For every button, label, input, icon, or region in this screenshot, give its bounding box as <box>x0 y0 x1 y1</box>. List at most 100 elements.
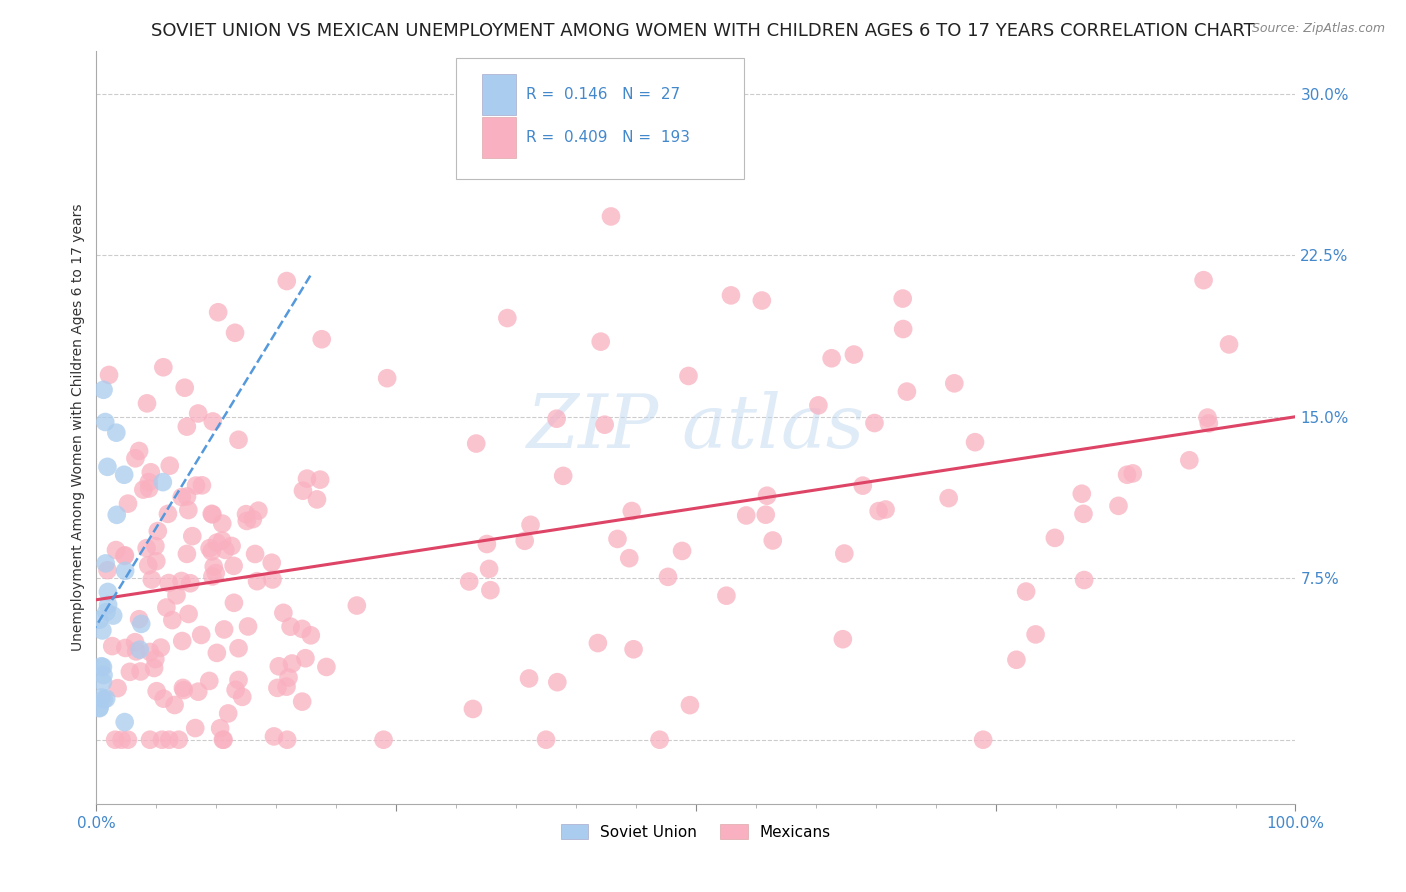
Point <box>167 732 190 747</box>
Point <box>90 659 112 673</box>
Point <box>1073 507 1095 521</box>
Point <box>221 539 243 553</box>
Point <box>235 507 257 521</box>
Point <box>280 620 302 634</box>
Point <box>600 210 623 224</box>
Point <box>141 573 163 587</box>
Point <box>176 419 198 434</box>
Point <box>159 458 181 473</box>
Point <box>276 274 298 288</box>
Point <box>91 660 114 674</box>
Point <box>586 636 609 650</box>
Point <box>211 533 233 548</box>
Point <box>97 598 120 612</box>
Point <box>716 589 738 603</box>
Point <box>1070 487 1092 501</box>
Point <box>201 508 224 522</box>
Point <box>1116 467 1139 482</box>
Point <box>91 675 114 690</box>
Point <box>176 547 198 561</box>
Point <box>671 544 693 558</box>
Point <box>831 632 853 647</box>
Point <box>177 503 200 517</box>
Point <box>138 475 160 489</box>
Point <box>1198 417 1220 431</box>
Text: R =  0.409   N =  193: R = 0.409 N = 193 <box>526 130 689 145</box>
Point <box>222 596 245 610</box>
Point <box>852 478 875 492</box>
Point <box>152 691 174 706</box>
Point <box>242 512 264 526</box>
Point <box>139 645 162 659</box>
Point <box>114 714 136 729</box>
Point <box>277 671 299 685</box>
Point <box>184 721 207 735</box>
Point <box>267 659 290 673</box>
Point <box>105 425 128 440</box>
Point <box>145 684 167 698</box>
Point <box>143 661 166 675</box>
Point <box>179 576 201 591</box>
Bar <box>482 74 516 115</box>
Point <box>517 672 540 686</box>
Point <box>93 692 115 706</box>
Point <box>891 292 914 306</box>
Point <box>110 732 132 747</box>
Point <box>91 624 114 638</box>
Text: R =  0.146   N =  27: R = 0.146 N = 27 <box>526 87 679 102</box>
Point <box>891 322 914 336</box>
Point <box>842 347 865 361</box>
Point <box>96 563 118 577</box>
Point <box>546 675 568 690</box>
Point <box>136 396 159 410</box>
FancyBboxPatch shape <box>456 58 744 178</box>
Text: SOVIET UNION VS MEXICAN UNEMPLOYMENT AMONG WOMEN WITH CHILDREN AGES 6 TO 17 YEAR: SOVIET UNION VS MEXICAN UNEMPLOYMENT AMO… <box>150 22 1256 40</box>
Point <box>755 508 778 522</box>
Point <box>201 569 224 583</box>
Point <box>276 680 298 694</box>
Point <box>129 616 152 631</box>
Point <box>172 634 194 648</box>
Point <box>291 695 314 709</box>
Point <box>1073 573 1095 587</box>
Point <box>212 732 235 747</box>
Point <box>938 491 960 505</box>
Point <box>228 641 250 656</box>
Point <box>157 576 180 591</box>
Point <box>184 478 207 492</box>
Point <box>875 502 897 516</box>
Point <box>181 529 204 543</box>
Point <box>139 732 162 747</box>
Point <box>211 516 233 531</box>
Point <box>225 682 247 697</box>
Point <box>546 411 568 425</box>
Point <box>623 642 645 657</box>
Point <box>291 483 314 498</box>
Point <box>201 507 224 521</box>
Point <box>266 681 288 695</box>
Point <box>262 573 284 587</box>
Point <box>96 605 118 619</box>
Point <box>1197 410 1219 425</box>
Point <box>190 628 212 642</box>
Point <box>166 588 188 602</box>
Point <box>125 644 148 658</box>
Text: Source: ZipAtlas.com: Source: ZipAtlas.com <box>1251 22 1385 36</box>
Point <box>170 574 193 588</box>
Point <box>172 681 194 695</box>
Point <box>114 549 136 563</box>
Point <box>101 639 124 653</box>
Point <box>1192 273 1215 287</box>
Point <box>176 490 198 504</box>
Point <box>735 508 758 523</box>
Point <box>156 507 179 521</box>
Point <box>496 311 519 326</box>
Point <box>679 698 702 713</box>
Point <box>191 478 214 492</box>
Point <box>205 646 228 660</box>
Point <box>465 436 488 450</box>
Point <box>276 732 298 747</box>
Point <box>606 532 628 546</box>
Point <box>198 541 221 556</box>
Point <box>173 381 195 395</box>
